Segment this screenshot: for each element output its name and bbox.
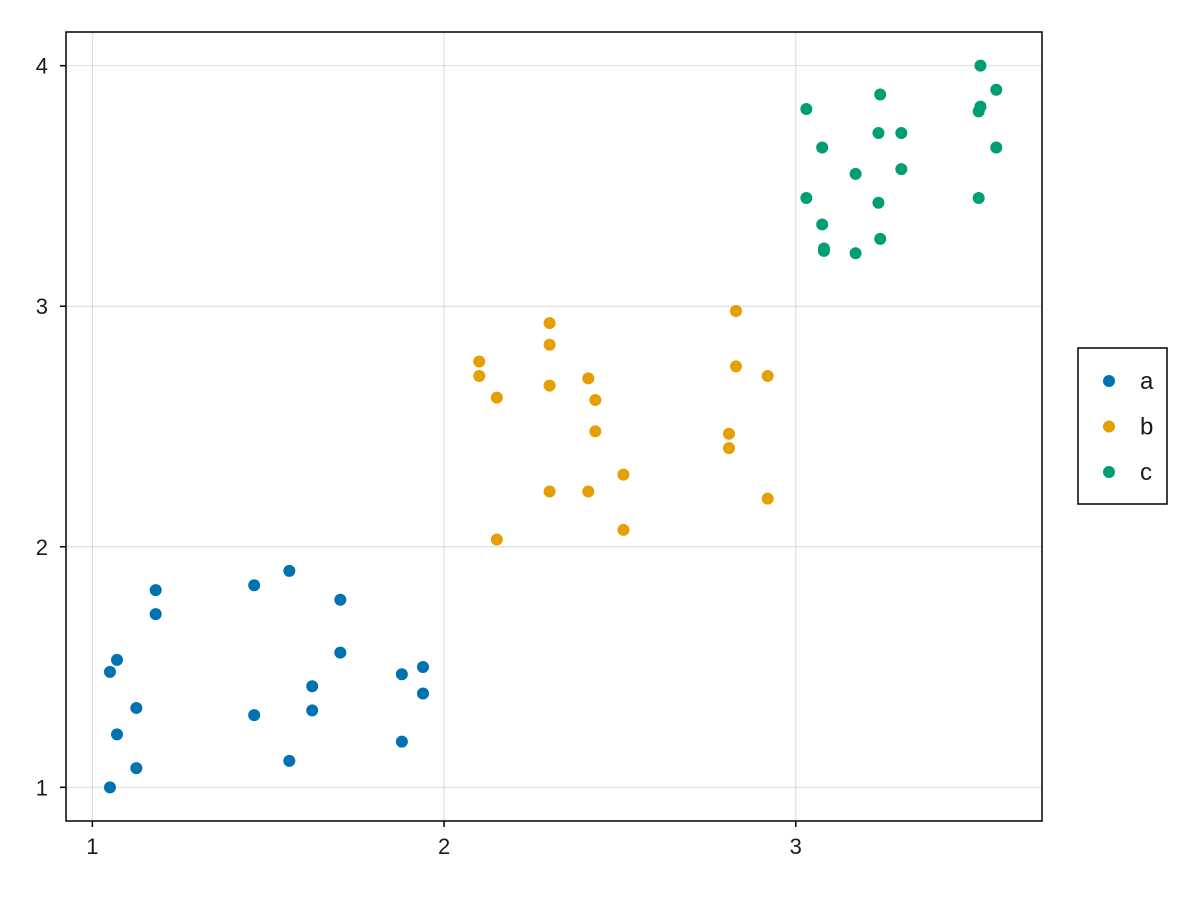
data-point: [395, 735, 408, 748]
legend-item-b: b: [1103, 414, 1153, 441]
data-point: [395, 668, 408, 681]
data-point: [895, 127, 908, 140]
data-point: [990, 141, 1003, 154]
data-point: [816, 141, 829, 154]
scatter-points: [103, 59, 1003, 794]
data-point: [722, 442, 735, 455]
data-point: [617, 523, 630, 536]
data-point: [543, 485, 556, 498]
data-point: [872, 196, 885, 209]
data-point: [849, 167, 862, 180]
data-point: [849, 247, 862, 260]
data-point: [730, 360, 743, 373]
y-tick-label: 1: [36, 775, 48, 800]
series-a-points: [103, 564, 429, 794]
data-point: [874, 232, 887, 245]
data-point: [895, 163, 908, 176]
legend-marker: [1103, 466, 1115, 478]
data-point: [334, 646, 347, 659]
data-point: [816, 218, 829, 231]
data-point: [722, 427, 735, 440]
y-tick-label: 4: [36, 54, 48, 79]
legend-marker: [1103, 420, 1115, 433]
data-point: [582, 372, 595, 385]
data-point: [589, 394, 602, 407]
data-point: [103, 665, 116, 678]
data-point: [490, 533, 503, 546]
legend-box: [1077, 347, 1168, 505]
data-point: [473, 369, 486, 382]
y-tick-label: 3: [36, 294, 48, 319]
legend-label: a: [1140, 368, 1154, 395]
data-point: [543, 317, 556, 330]
data-point: [761, 492, 774, 505]
x-tick-label: 3: [790, 834, 802, 859]
data-point: [130, 701, 143, 714]
data-point: [761, 369, 774, 382]
legend-item-c: c: [1103, 459, 1152, 486]
legend-label: b: [1140, 414, 1153, 441]
data-point: [543, 338, 556, 351]
data-point: [617, 468, 630, 481]
x-tick-label: 2: [438, 834, 450, 859]
data-point: [874, 88, 887, 101]
grid-lines: [66, 32, 1042, 821]
plot-area-frame: [65, 31, 1043, 822]
data-point: [800, 191, 813, 204]
data-point: [543, 379, 556, 392]
legend: abc: [1077, 347, 1168, 505]
data-point: [990, 83, 1003, 96]
data-point: [974, 59, 987, 72]
data-point: [149, 608, 162, 621]
data-point: [416, 661, 429, 674]
data-point: [972, 191, 985, 204]
series-b-points: [473, 305, 774, 546]
x-tick-label: 1: [86, 834, 98, 859]
data-point: [283, 754, 296, 767]
data-point: [110, 728, 123, 741]
data-point: [589, 425, 602, 438]
data-point: [248, 709, 261, 722]
data-point: [974, 100, 987, 113]
data-point: [110, 653, 123, 666]
data-point: [334, 593, 347, 606]
y-tick-label: 2: [36, 535, 48, 560]
data-point: [103, 781, 116, 794]
data-point: [490, 391, 503, 404]
data-point: [130, 762, 143, 775]
data-point: [872, 127, 885, 140]
data-point: [416, 687, 429, 700]
data-point: [817, 242, 830, 255]
legend-label: c: [1140, 459, 1152, 486]
data-point: [248, 579, 261, 592]
data-point: [283, 564, 296, 577]
series-c-points: [800, 59, 1003, 260]
data-point: [582, 485, 595, 498]
legend-item-a: a: [1103, 368, 1154, 395]
data-point: [800, 102, 813, 115]
data-point: [730, 305, 743, 318]
data-point: [306, 704, 319, 717]
data-point: [149, 584, 162, 597]
data-point: [306, 680, 319, 693]
axis-ticks: 1 2 3 1 2 3 4: [36, 54, 802, 859]
legend-marker: [1103, 375, 1115, 387]
data-point: [473, 355, 486, 368]
